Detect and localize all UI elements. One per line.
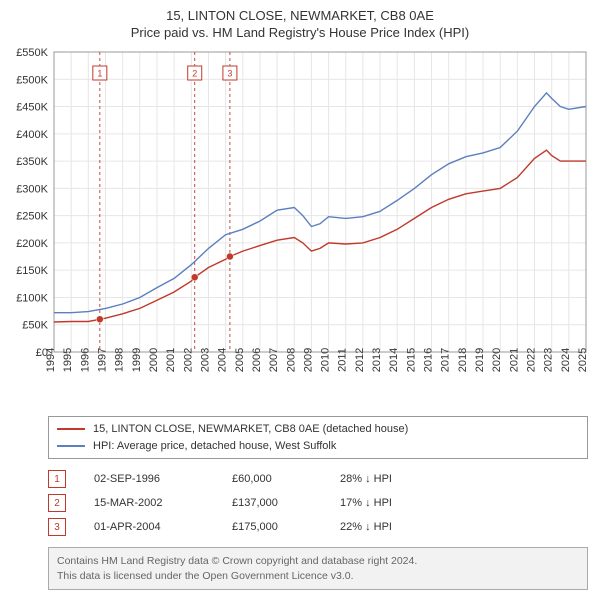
svg-text:£200K: £200K <box>16 238 48 250</box>
event-row: 2 15-MAR-2002 £137,000 17% ↓ HPI <box>48 491 588 515</box>
event-price: £137,000 <box>232 497 312 509</box>
svg-text:2009: 2009 <box>302 348 314 372</box>
event-date: 15-MAR-2002 <box>94 497 204 509</box>
legend-row: 15, LINTON CLOSE, NEWMARKET, CB8 0AE (de… <box>57 421 579 438</box>
legend-row: HPI: Average price, detached house, West… <box>57 438 579 455</box>
legend-swatch <box>57 445 85 447</box>
svg-text:2014: 2014 <box>388 348 400 372</box>
svg-text:£350K: £350K <box>16 156 48 168</box>
event-number-box: 2 <box>48 494 66 512</box>
event-number-box: 3 <box>48 518 66 536</box>
svg-text:2021: 2021 <box>508 348 520 372</box>
svg-text:£550K: £550K <box>16 47 48 59</box>
svg-text:2024: 2024 <box>560 348 572 372</box>
footer-line-2: This data is licensed under the Open Gov… <box>57 569 579 584</box>
svg-text:2004: 2004 <box>217 348 229 372</box>
legend-swatch <box>57 428 85 430</box>
event-row: 3 01-APR-2004 £175,000 22% ↓ HPI <box>48 515 588 539</box>
svg-text:2022: 2022 <box>526 348 538 372</box>
svg-text:2013: 2013 <box>371 348 383 372</box>
event-date: 02-SEP-1996 <box>94 473 204 485</box>
title-block: 15, LINTON CLOSE, NEWMARKET, CB8 0AE Pri… <box>8 8 592 40</box>
svg-text:£400K: £400K <box>16 129 48 141</box>
svg-text:2019: 2019 <box>474 348 486 372</box>
sale-point <box>226 253 233 260</box>
svg-text:2: 2 <box>192 68 197 78</box>
legend-label: 15, LINTON CLOSE, NEWMARKET, CB8 0AE (de… <box>93 421 408 438</box>
svg-text:£450K: £450K <box>16 102 48 114</box>
page-title: 15, LINTON CLOSE, NEWMARKET, CB8 0AE <box>8 8 592 23</box>
svg-text:2005: 2005 <box>234 348 246 372</box>
svg-text:£150K: £150K <box>16 265 48 277</box>
event-date: 01-APR-2004 <box>94 521 204 533</box>
svg-text:2006: 2006 <box>251 348 263 372</box>
svg-text:1: 1 <box>97 68 102 78</box>
svg-text:3: 3 <box>227 68 232 78</box>
svg-text:1997: 1997 <box>96 348 108 372</box>
event-delta: 17% ↓ HPI <box>340 497 430 509</box>
svg-text:2000: 2000 <box>148 348 160 372</box>
event-delta: 22% ↓ HPI <box>340 521 430 533</box>
svg-text:£100K: £100K <box>16 292 48 304</box>
sale-point <box>191 274 198 281</box>
event-number-box: 1 <box>48 470 66 488</box>
price-chart: £0£50K£100K£150K£200K£250K£300K£350K£400… <box>8 46 592 406</box>
svg-text:£50K: £50K <box>22 320 48 332</box>
svg-text:2002: 2002 <box>182 348 194 372</box>
legend-label: HPI: Average price, detached house, West… <box>93 438 336 455</box>
svg-text:2007: 2007 <box>268 348 280 372</box>
svg-text:2025: 2025 <box>577 348 589 372</box>
svg-text:£500K: £500K <box>16 74 48 86</box>
svg-text:£300K: £300K <box>16 183 48 195</box>
footer-attribution: Contains HM Land Registry data © Crown c… <box>48 547 588 590</box>
chart-svg: £0£50K£100K£150K£200K£250K£300K£350K£400… <box>8 46 592 406</box>
legend: 15, LINTON CLOSE, NEWMARKET, CB8 0AE (de… <box>48 416 588 459</box>
event-delta: 28% ↓ HPI <box>340 473 430 485</box>
event-row: 1 02-SEP-1996 £60,000 28% ↓ HPI <box>48 467 588 491</box>
page-subtitle: Price paid vs. HM Land Registry's House … <box>8 25 592 40</box>
svg-text:2012: 2012 <box>354 348 366 372</box>
svg-text:2015: 2015 <box>405 348 417 372</box>
svg-text:2010: 2010 <box>320 348 332 372</box>
svg-text:1994: 1994 <box>45 348 57 372</box>
events-table: 1 02-SEP-1996 £60,000 28% ↓ HPI 2 15-MAR-2002… <box>48 467 588 539</box>
svg-text:2016: 2016 <box>423 348 435 372</box>
svg-text:2017: 2017 <box>440 348 452 372</box>
footer-line-1: Contains HM Land Registry data © Crown c… <box>57 554 579 569</box>
svg-text:1999: 1999 <box>131 348 143 372</box>
svg-text:2018: 2018 <box>457 348 469 372</box>
svg-text:2008: 2008 <box>285 348 297 372</box>
svg-text:2023: 2023 <box>543 348 555 372</box>
svg-text:1998: 1998 <box>114 348 126 372</box>
event-price: £60,000 <box>232 473 312 485</box>
svg-text:1995: 1995 <box>62 348 74 372</box>
svg-text:£250K: £250K <box>16 211 48 223</box>
svg-text:2020: 2020 <box>491 348 503 372</box>
svg-text:2001: 2001 <box>165 348 177 372</box>
event-price: £175,000 <box>232 521 312 533</box>
sale-point <box>96 316 103 323</box>
svg-text:2003: 2003 <box>199 348 211 372</box>
svg-text:1996: 1996 <box>79 348 91 372</box>
